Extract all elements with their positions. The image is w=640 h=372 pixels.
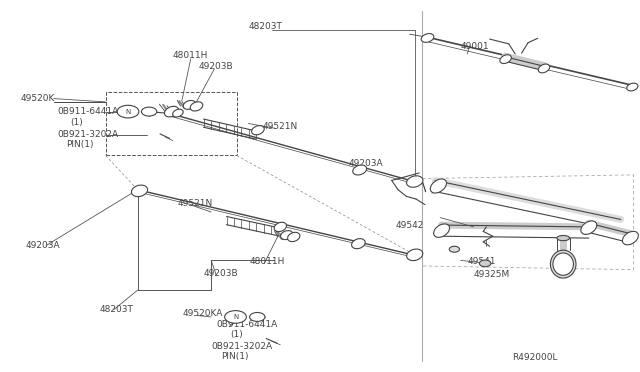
Text: 0B921-3202A: 0B921-3202A	[211, 342, 273, 351]
Text: 0B911-6441A: 0B911-6441A	[216, 320, 278, 329]
Text: 49203A: 49203A	[349, 159, 383, 168]
Text: 49541: 49541	[467, 257, 496, 266]
Ellipse shape	[406, 176, 423, 187]
Text: 49520K: 49520K	[20, 94, 55, 103]
Text: 49203B: 49203B	[204, 269, 238, 278]
Ellipse shape	[164, 106, 179, 117]
Text: (1): (1)	[70, 118, 83, 126]
Ellipse shape	[623, 231, 638, 245]
Ellipse shape	[581, 221, 596, 234]
Circle shape	[141, 107, 157, 116]
Bar	[106, 92, 237, 155]
Text: 0B921-3202A: 0B921-3202A	[58, 130, 119, 139]
Ellipse shape	[353, 165, 367, 175]
Text: 49325M: 49325M	[474, 270, 510, 279]
Circle shape	[479, 260, 491, 267]
Circle shape	[225, 311, 246, 323]
Text: 49521N: 49521N	[262, 122, 298, 131]
Ellipse shape	[627, 83, 638, 91]
Text: 49520KA: 49520KA	[182, 309, 223, 318]
Ellipse shape	[406, 249, 423, 261]
Circle shape	[250, 312, 265, 321]
Circle shape	[449, 246, 460, 252]
Ellipse shape	[190, 102, 203, 111]
Text: 49203A: 49203A	[26, 241, 60, 250]
Ellipse shape	[252, 126, 264, 135]
Text: 49203B: 49203B	[198, 62, 233, 71]
Text: N: N	[233, 314, 238, 320]
Ellipse shape	[131, 185, 148, 197]
Text: 49521N: 49521N	[178, 199, 213, 208]
Text: PIN(1): PIN(1)	[66, 140, 93, 149]
Ellipse shape	[553, 253, 573, 275]
Ellipse shape	[274, 222, 287, 232]
Ellipse shape	[500, 55, 511, 64]
Text: R492000L: R492000L	[512, 353, 557, 362]
Ellipse shape	[430, 179, 447, 193]
Text: PIN(1): PIN(1)	[221, 352, 248, 361]
Ellipse shape	[173, 109, 183, 117]
Ellipse shape	[434, 224, 449, 237]
Text: (1): (1)	[230, 330, 243, 339]
Text: 48011H: 48011H	[173, 51, 208, 60]
Text: 49001: 49001	[461, 42, 490, 51]
Ellipse shape	[538, 64, 550, 73]
Ellipse shape	[550, 250, 576, 278]
Ellipse shape	[557, 235, 570, 241]
Text: 48203T: 48203T	[99, 305, 133, 314]
Ellipse shape	[287, 232, 300, 242]
Text: N: N	[125, 109, 131, 115]
Circle shape	[117, 105, 139, 118]
Text: 49542: 49542	[396, 221, 424, 230]
Ellipse shape	[351, 238, 365, 249]
Ellipse shape	[280, 231, 293, 240]
Text: 48011H: 48011H	[250, 257, 285, 266]
Text: 48203T: 48203T	[248, 22, 282, 31]
Ellipse shape	[183, 100, 196, 109]
Ellipse shape	[421, 33, 434, 42]
Text: 0B911-6441A: 0B911-6441A	[58, 107, 119, 116]
